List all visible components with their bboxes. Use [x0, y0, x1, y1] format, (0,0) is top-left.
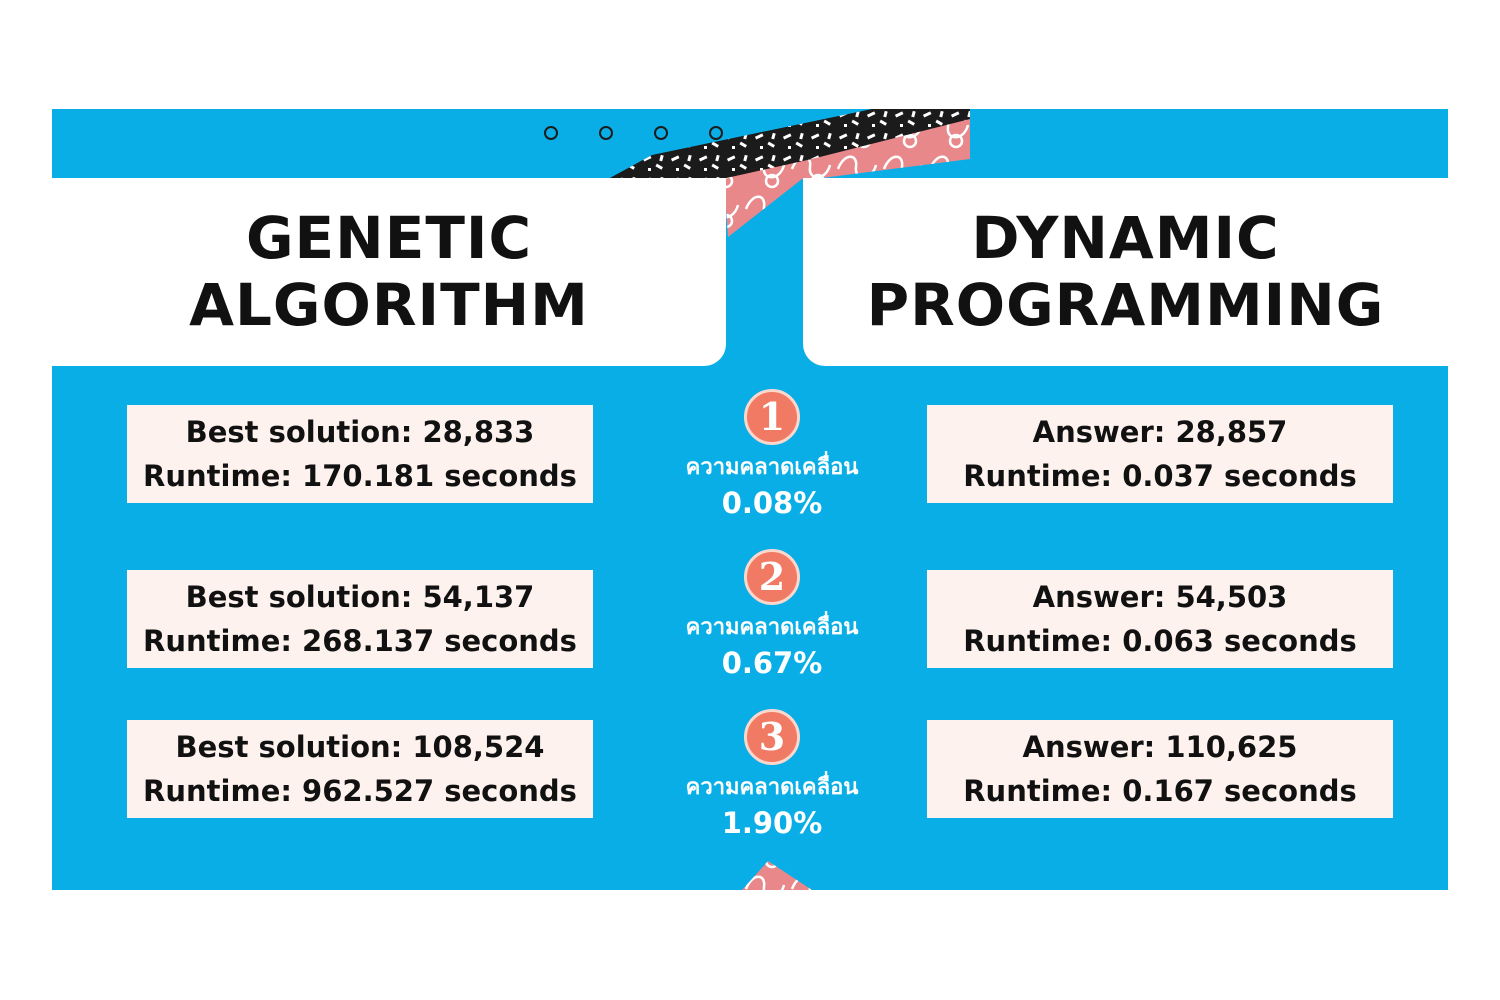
ga-best-solution: Best solution: 108,524 — [175, 730, 545, 764]
header-line: DYNAMIC — [971, 204, 1280, 272]
header-line: PROGRAMMING — [866, 271, 1385, 339]
dot-icon — [599, 126, 613, 140]
dot-icon — [544, 126, 558, 140]
ga-runtime: Runtime: 268.137 seconds — [143, 624, 577, 658]
header-line: ALGORITHM — [189, 271, 589, 339]
deviation-label: ความคลาดเคลื่อน — [685, 775, 859, 800]
deviation-block: 3 ความคลาดเคลื่อน 1.90% — [642, 709, 902, 840]
step-number: 3 — [758, 714, 786, 759]
deviation-value: 0.08% — [721, 486, 823, 520]
dp-answer: Answer: 28,857 — [1032, 415, 1288, 449]
step-badge: 3 — [744, 709, 800, 765]
step-number: 1 — [758, 394, 786, 439]
dynamic-programming-header: DYNAMIC PROGRAMMING — [803, 178, 1448, 366]
header-line: GENETIC — [245, 204, 533, 272]
window-dots — [544, 126, 723, 140]
ga-runtime: Runtime: 962.527 seconds — [143, 774, 577, 808]
dp-result-box: Answer: 54,503 Runtime: 0.063 seconds — [927, 570, 1393, 668]
dp-result-box: Answer: 110,625 Runtime: 0.167 seconds — [927, 720, 1393, 818]
dp-result-box: Answer: 28,857 Runtime: 0.037 seconds — [927, 405, 1393, 503]
ga-best-solution: Best solution: 54,137 — [185, 580, 535, 614]
dot-icon — [654, 126, 668, 140]
ga-runtime: Runtime: 170.181 seconds — [143, 459, 577, 493]
ga-result-box: Best solution: 28,833 Runtime: 170.181 s… — [127, 405, 593, 503]
deviation-label: ความคลาดเคลื่อน — [685, 455, 859, 480]
step-badge: 2 — [744, 549, 800, 605]
step-number: 2 — [758, 554, 786, 599]
dp-runtime: Runtime: 0.063 seconds — [963, 624, 1357, 658]
dp-answer: Answer: 110,625 — [1022, 730, 1298, 764]
infographic-panel: GENETIC ALGORITHM DYNAMIC PROGRAMMING Be… — [52, 109, 1448, 890]
ga-best-solution: Best solution: 28,833 — [185, 415, 535, 449]
deviation-block: 1 ความคลาดเคลื่อน 0.08% — [642, 389, 902, 520]
genetic-algorithm-header: GENETIC ALGORITHM — [52, 178, 726, 366]
deviation-label: ความคลาดเคลื่อน — [685, 615, 859, 640]
ga-result-box: Best solution: 54,137 Runtime: 268.137 s… — [127, 570, 593, 668]
decorative-pattern — [608, 109, 970, 890]
dot-icon — [709, 126, 723, 140]
dp-answer: Answer: 54,503 — [1032, 580, 1288, 614]
step-badge: 1 — [744, 389, 800, 445]
dp-runtime: Runtime: 0.167 seconds — [963, 774, 1357, 808]
dp-runtime: Runtime: 0.037 seconds — [963, 459, 1357, 493]
ga-result-box: Best solution: 108,524 Runtime: 962.527 … — [127, 720, 593, 818]
deviation-value: 1.90% — [721, 806, 823, 840]
deviation-value: 0.67% — [721, 646, 823, 680]
deviation-block: 2 ความคลาดเคลื่อน 0.67% — [642, 549, 902, 680]
